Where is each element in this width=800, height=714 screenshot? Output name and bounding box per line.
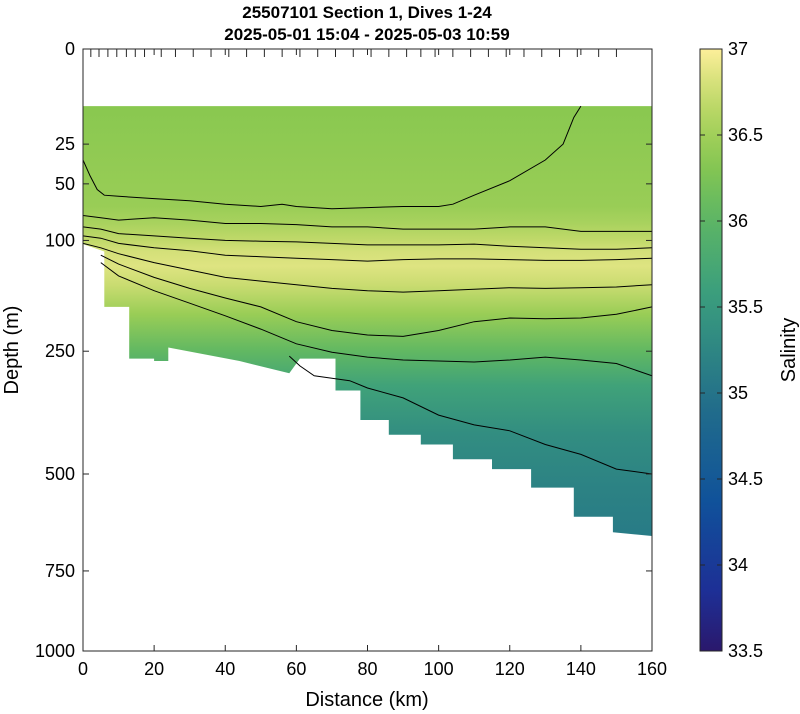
colorbar-ramp (699, 48, 723, 652)
x-tick-label: 140 (566, 659, 596, 679)
x-tick-label: 100 (424, 659, 454, 679)
y-axis-label: Depth (m) (1, 306, 23, 395)
salinity-field-area (83, 106, 652, 536)
salinity-contours (83, 105, 652, 475)
colorbar-tick-label: 33.5 (728, 641, 763, 661)
x-tick-label: 40 (215, 659, 235, 679)
y-tick-label: 25 (55, 134, 75, 154)
x-axis-label: Distance (km) (305, 689, 428, 711)
x-axis-ticks: 0 20 40 60 80 100 120 140 160 (78, 49, 667, 679)
colorbar-tick-label: 36 (728, 211, 748, 231)
y-axis-ticks: 0 25 50 100 250 500 750 1000 (35, 39, 652, 661)
x-tick-label: 20 (144, 659, 164, 679)
y-tick-label: 50 (55, 174, 75, 194)
y-tick-label: 750 (45, 561, 75, 581)
colorbar-tick-label: 36.5 (728, 125, 763, 145)
x-tick-label: 0 (78, 659, 88, 679)
x-tick-label: 120 (495, 659, 525, 679)
x-tick-label: 60 (286, 659, 306, 679)
colorbar-ticks: 33.5 34 34.5 35 35.5 36 36.5 37 (700, 39, 763, 661)
contour-line-1 (83, 105, 582, 210)
contour-line-6 (100, 254, 652, 337)
chart-subtitle: 2025-05-01 15:04 - 2025-05-03 10:59 (224, 25, 509, 44)
salinity-heatmap (83, 105, 652, 536)
chart-title: 25507101 Section 1, Dives 1-24 (242, 3, 492, 22)
colorbar-tick-label: 35 (728, 383, 748, 403)
x-tick-label: 160 (637, 659, 667, 679)
colorbar-tick-label: 34.5 (728, 469, 763, 489)
y-tick-label: 1000 (35, 641, 75, 661)
y-tick-label: 0 (65, 39, 75, 59)
contour-line-4 (83, 235, 652, 262)
colorbar-tick-label: 34 (728, 555, 748, 575)
y-tick-label: 100 (45, 230, 75, 250)
colorbar: 33.5 34 34.5 35 35.5 36 36.5 37 Salinity (699, 39, 800, 661)
contour-line-5 (83, 242, 652, 293)
contour-line-8 (288, 355, 652, 475)
plot-area: 0 20 40 60 80 100 120 140 160 0 25 50 100 250 500 750 1… (35, 39, 667, 679)
x-tick-label: 80 (357, 659, 377, 679)
y-tick-label: 500 (45, 464, 75, 484)
y-tick-label: 250 (45, 341, 75, 361)
colorbar-tick-label: 37 (728, 39, 748, 59)
colorbar-tick-label: 35.5 (728, 297, 763, 317)
contour-line-3 (83, 226, 652, 250)
contour-line-7 (100, 262, 652, 377)
contour-line-2 (83, 215, 652, 232)
colorbar-label: Salinity (778, 318, 800, 382)
